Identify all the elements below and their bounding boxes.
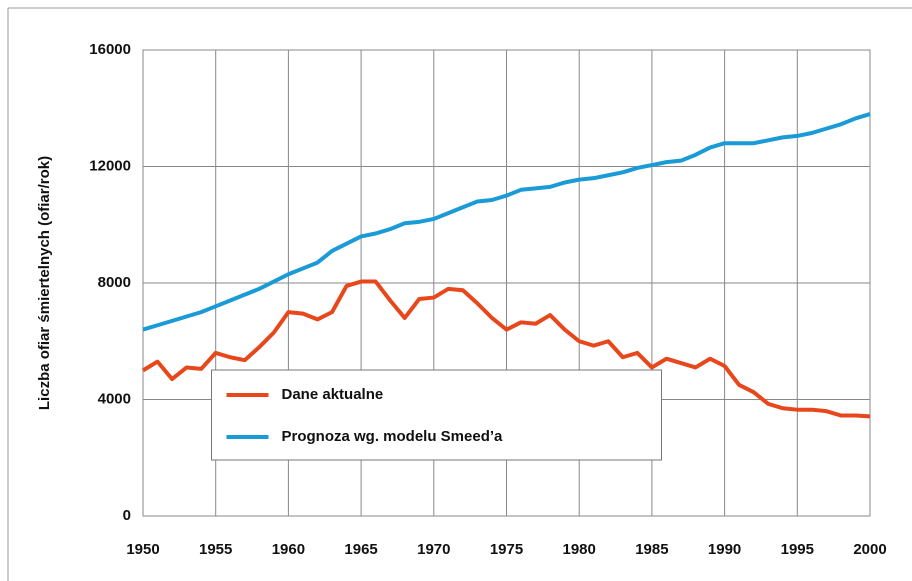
legend-label: Prognoza wg. modelu Smeed’a: [282, 428, 504, 445]
x-tick-label: 1965: [344, 541, 377, 558]
x-tick-label: 2000: [853, 541, 886, 558]
series-line: [142, 112, 871, 332]
x-tick-label: 1950: [126, 541, 159, 558]
y-tick-label: 12000: [89, 157, 131, 174]
y-tick-label: 8000: [98, 274, 131, 291]
x-tick-label: 1955: [199, 541, 232, 558]
series-line: [141, 279, 871, 419]
legend-label: Dane aktualne: [282, 386, 384, 403]
y-tick-label: 16000: [89, 41, 131, 58]
x-tick-label: 1995: [781, 541, 814, 558]
y-tick-label: 0: [123, 507, 131, 524]
y-tick-label: 4000: [98, 390, 131, 407]
x-tick-label: 1975: [490, 541, 523, 558]
x-tick-label: 1985: [635, 541, 668, 558]
x-tick-label: 1990: [708, 541, 741, 558]
legend-box: [211, 369, 662, 461]
x-tick-label: 1980: [563, 541, 596, 558]
y-axis-label: Liczba ofiar śmiertelnych (ofiar/rok): [36, 156, 53, 410]
x-tick-label: 1970: [417, 541, 450, 558]
x-tick-label: 1960: [272, 541, 305, 558]
